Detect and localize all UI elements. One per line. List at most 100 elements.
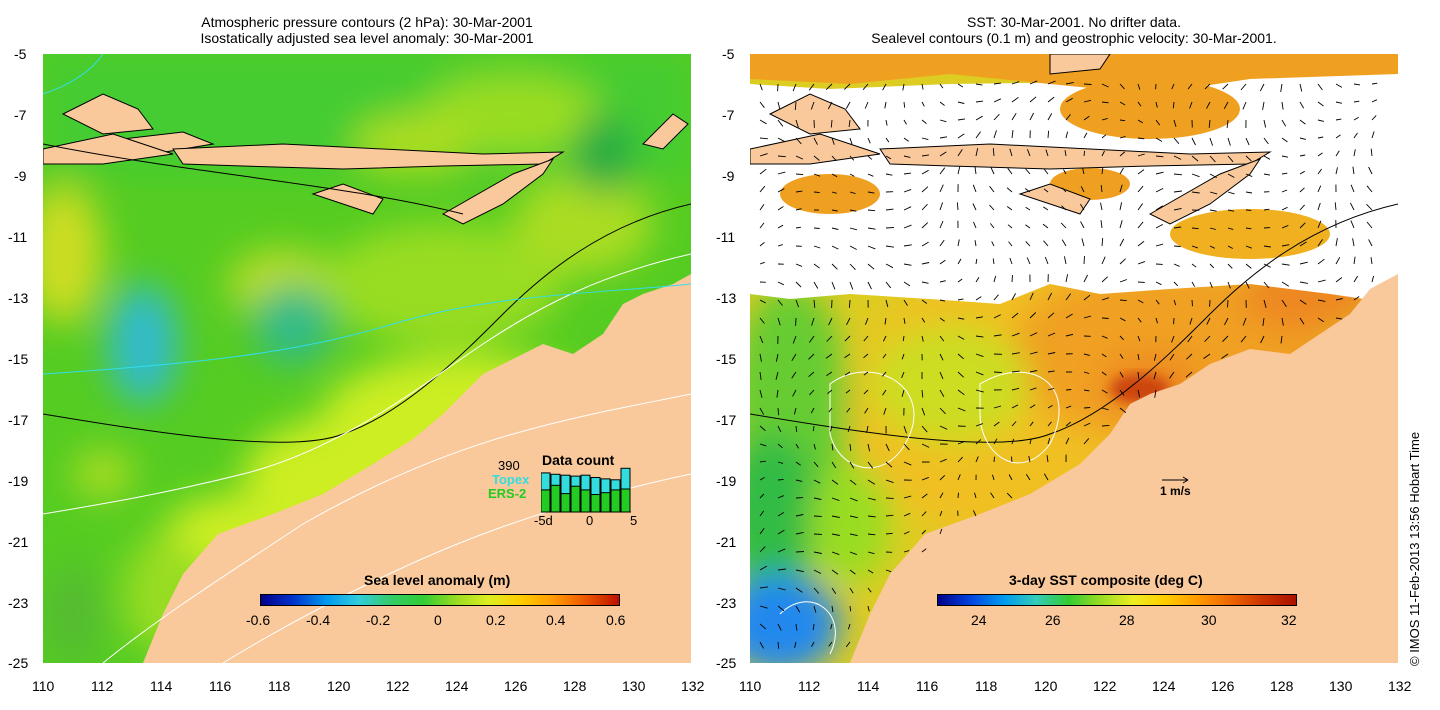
velocity-arrow [810,101,815,110]
right-y-tick: -25 [716,655,737,671]
velocity-arrow [1083,274,1089,283]
velocity-arrow [903,425,907,434]
velocity-arrow [1227,137,1231,146]
velocity-arrow [1153,353,1157,361]
velocity-arrow [1317,317,1324,323]
velocity-arrow [829,425,833,432]
velocity-arrow [993,130,997,139]
velocity-arrow [1371,131,1375,139]
velocity-arrow [1299,222,1306,229]
velocity-arrow [831,497,840,502]
velocity-arrow [989,223,995,229]
velocity-arrow [901,371,905,379]
velocity-arrow [1185,353,1193,360]
velocity-arrow [885,443,890,452]
velocity-arrow [759,389,763,398]
velocity-arrow [849,533,858,537]
velocity-arrow [1044,256,1049,265]
velocity-arrow [903,119,907,125]
velocity-arrow [1281,244,1290,247]
velocity-arrow [795,443,799,449]
sst-map[interactable] [750,54,1398,663]
velocity-arrow [849,245,857,250]
velocity-arrow [939,151,947,157]
velocity-arrow [777,605,785,612]
velocity-arrow [759,477,765,481]
velocity-arrow [1011,112,1017,121]
velocity-arrow [902,335,905,342]
velocity-arrow [1137,240,1145,247]
velocity-arrow [1029,312,1037,319]
velocity-arrow [975,316,983,319]
left-x-tick: 118 [268,678,291,694]
velocity-arrow [1155,171,1164,175]
velocity-arrow [831,281,836,290]
velocity-arrow [989,204,995,211]
velocity-arrow [939,119,947,123]
velocity-arrow [1025,241,1031,247]
velocity-arrow [1259,83,1265,92]
left-x-tick: 130 [622,678,646,694]
velocity-arrow [1191,245,1198,249]
ers2-bar [570,485,581,513]
velocity-arrow [1335,118,1342,121]
velocity-arrow [1299,83,1303,92]
velocity-arrow [813,191,820,194]
velocity-arrow [939,474,946,481]
velocity-arrow [939,510,943,517]
sea-level-anomaly-map[interactable] [43,54,691,663]
velocity-arrow [1061,205,1067,211]
velocity-arrow [849,191,856,195]
velocity-arrow [1349,202,1355,211]
velocity-arrow [921,101,925,107]
velocity-arrow [813,587,820,594]
velocity-arrow [1173,155,1182,160]
velocity-arrow [1119,317,1126,322]
velocity-arrow [812,425,815,432]
velocity-arrow [795,226,801,229]
velocity-arrow [813,479,821,484]
velocity-arrow [993,405,1002,409]
velocity-arrow [775,353,779,362]
velocity-arrow [1011,312,1019,319]
velocity-arrow [939,492,944,499]
velocity-arrow [921,407,926,416]
velocity-arrow [884,317,887,325]
velocity-arrow [1335,150,1340,157]
velocity-arrow [864,407,869,414]
ers2-bar [620,488,631,513]
right-x-tick: 126 [1211,678,1235,694]
velocity-arrow [1043,473,1049,481]
left-title: Atmospheric pressure contours (2 hPa): 3… [43,14,691,46]
velocity-arrow [939,299,946,302]
velocity-arrow [1011,293,1016,301]
velocity-arrow [759,510,765,517]
velocity-arrow [795,425,798,432]
velocity-arrow [939,425,948,430]
velocity-arrow [1119,407,1127,413]
velocity-arrow [1119,83,1125,90]
velocity-arrow [973,221,977,229]
velocity-arrow [1065,389,1072,391]
ers2-bar [550,484,561,513]
velocity-arrow [1119,184,1123,193]
velocity-arrow [777,461,784,464]
data-count-x-tick: 5 [630,513,638,528]
right-y-tick: -13 [716,290,737,306]
velocity-arrow [1335,277,1343,283]
sea-level-colorbar: Sea level anomaly (m) -0.6 -0.4 -0.2 0 0… [246,572,625,632]
velocity-arrow [1299,261,1308,265]
velocity-arrow [957,118,966,121]
velocity-arrow [990,166,995,175]
velocity-arrow [974,240,977,247]
velocity-arrow [993,275,997,283]
velocity-arrow [1353,116,1359,121]
left-x-tick: 124 [445,678,469,694]
velocity-arrow [1185,371,1193,378]
velocity-arrow [812,623,815,631]
velocity-arrow [957,101,965,104]
velocity-arrow [759,299,766,304]
velocity-arrow [827,389,833,395]
velocity-arrow [957,371,965,378]
velocity-arrow [843,83,851,90]
